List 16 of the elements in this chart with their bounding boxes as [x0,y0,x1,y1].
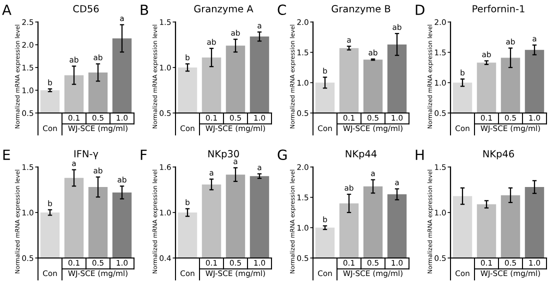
text: G [278,150,287,160]
chart-title: Perfornin-1 [472,4,524,12]
chart-title: NKp44 [346,150,377,160]
chart-title: NKp30 [208,150,239,160]
chart-title: NKp46 [483,150,514,160]
text: B [140,4,148,15]
text: F [140,150,147,160]
chart-title: Granzyme B [332,5,390,14]
text: D [416,4,424,15]
chart-title: CD56 [73,5,99,12]
chart-title: IFN-γ [74,150,98,160]
text: A [2,4,12,15]
text: E [3,150,10,160]
text: H [416,150,424,160]
text: C [278,4,286,16]
chart-title: Granzyme A [194,5,254,14]
